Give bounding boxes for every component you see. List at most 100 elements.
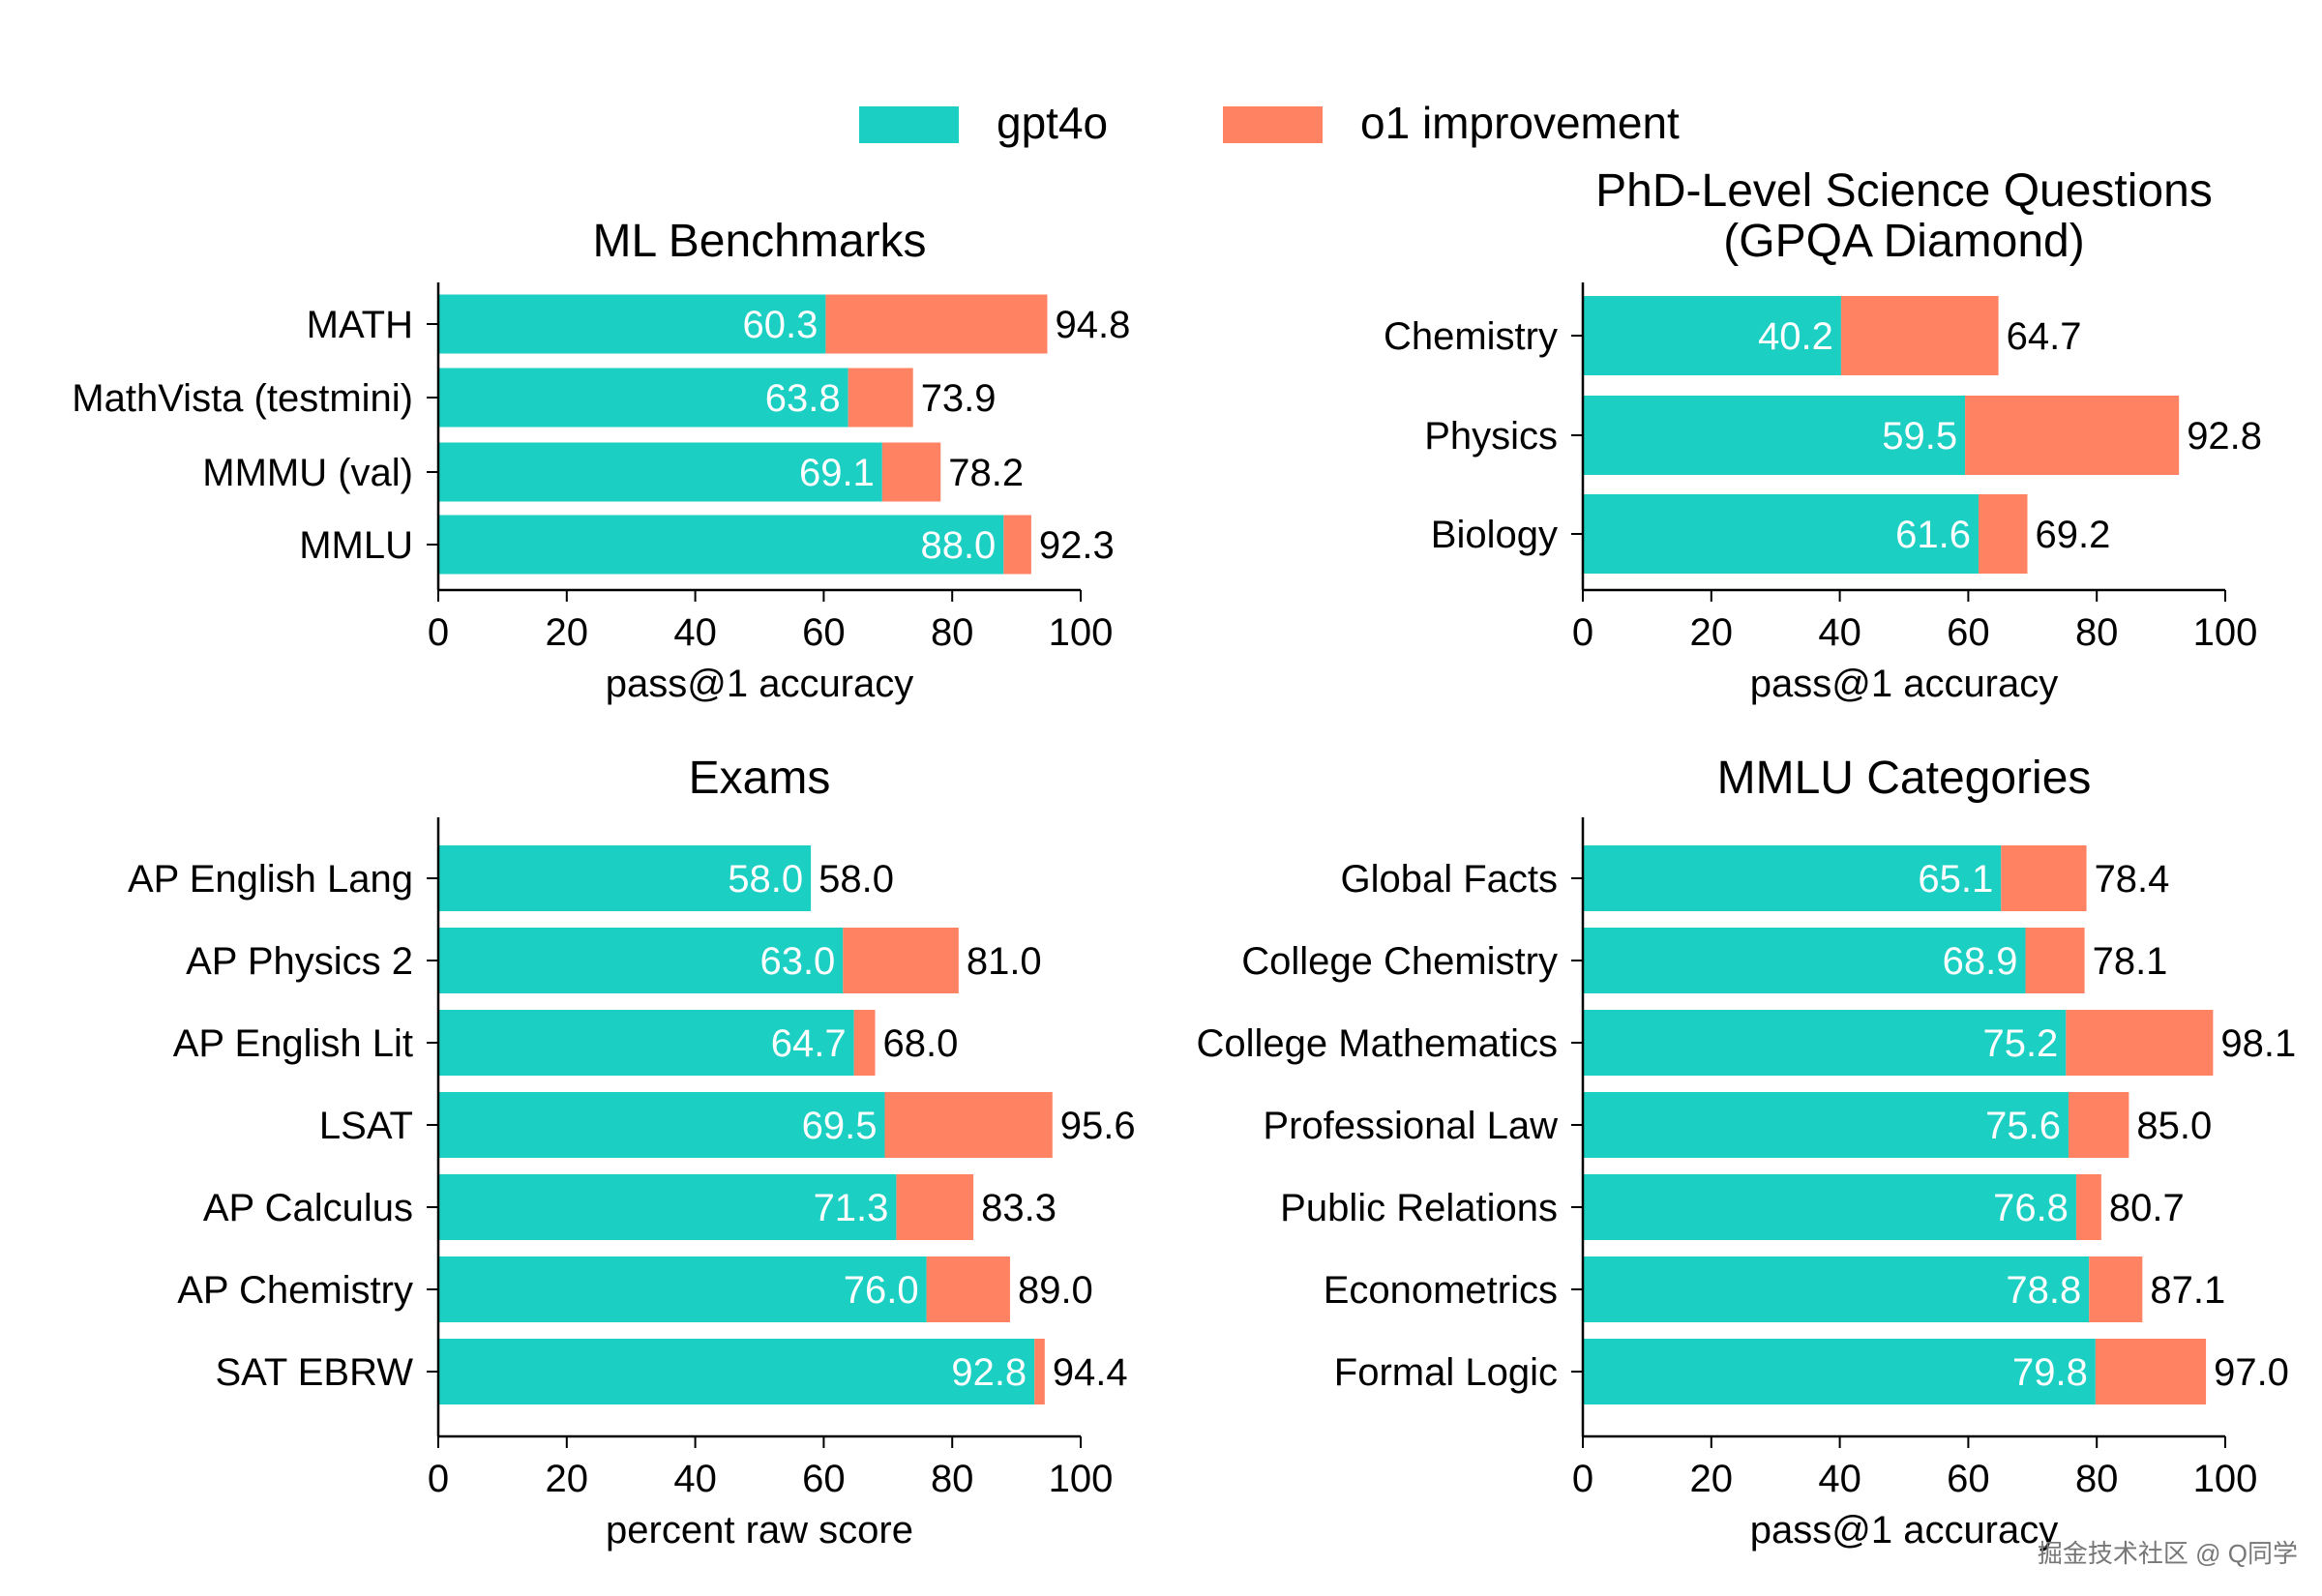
bar-value-label: 40.2 [1758,315,1833,358]
bar-gpt4o [1583,396,1966,475]
y-tick-label: SAT EBRW [216,1351,414,1394]
bar-total-label: 87.1 [2150,1269,2225,1312]
bar-value-label: 58.0 [728,858,803,901]
x-tick-label: 20 [1690,611,1734,654]
y-tick-label: AP English Lit [173,1022,413,1065]
x-tick-label: 0 [1572,611,1593,654]
bar-gpt4o [1583,928,2026,993]
y-tick-label: College Chemistry [1241,940,1558,983]
bar-value-label: 79.8 [2012,1351,2088,1394]
bar-value-label: 71.3 [814,1187,889,1229]
bar-value-label: 76.8 [1993,1187,2069,1229]
x-tick-label: 0 [1572,1458,1593,1500]
x-tick-label: 20 [546,1458,589,1500]
bar-value-label: 63.0 [759,940,835,983]
bar-value-label: 78.8 [2006,1269,2081,1312]
bar-o1-improvement [1003,515,1031,575]
bar-value-label: 69.1 [799,452,875,494]
bar-gpt4o [438,928,844,993]
bar-value-label: 64.7 [771,1022,847,1065]
y-tick-label: Public Relations [1280,1187,1558,1229]
y-tick-label: Formal Logic [1334,1351,1558,1394]
bar-gpt4o [1583,296,1841,375]
bar-total-label: 94.4 [1053,1351,1128,1394]
x-axis-label: pass@1 accuracy [1750,1509,2059,1552]
x-axis-label: pass@1 accuracy [606,663,914,705]
y-tick-label: MATH [307,304,413,346]
x-axis-label: percent raw score [606,1509,913,1552]
chart-panel-3: MMLU Categories 65.1 78.4 Global Facts 68.9 7… [1197,753,2297,1552]
bar-o1-improvement [848,368,913,428]
bar-gpt4o [438,1339,1035,1404]
bar-total-label: 94.8 [1055,304,1130,346]
bar-total-label: 81.0 [967,940,1042,983]
bar-o1-improvement [2089,1256,2143,1322]
legend-label-1: o1 improvement [1360,98,1680,148]
bar-o1-improvement [1979,494,2028,574]
bar-gpt4o [1583,1256,2090,1322]
bar-value-label: 61.6 [1895,514,1971,556]
chart-subtitle: (GPQA Diamond) [1723,216,2084,267]
bar-o1-improvement [896,1174,974,1240]
bar-o1-improvement [1965,396,2180,475]
bar-gpt4o [438,845,812,911]
x-tick-label: 40 [673,611,717,654]
bar-gpt4o [438,1174,897,1240]
x-tick-label: 60 [802,611,846,654]
bar-total-label: 78.2 [948,452,1024,494]
y-tick-label: AP Calculus [203,1187,413,1229]
bar-o1-improvement [825,294,1048,354]
bar-value-label: 75.2 [1982,1022,2058,1065]
y-tick-label: Chemistry [1384,315,1558,358]
bar-total-label: 97.0 [2214,1351,2289,1394]
bar-total-label: 98.1 [2220,1022,2296,1065]
bar-gpt4o [438,294,826,354]
y-tick-label: MMLU [299,524,413,567]
x-tick-label: 80 [2075,611,2119,654]
x-axis-label: pass@1 accuracy [1750,663,2059,705]
bar-total-label: 80.7 [2109,1187,2185,1229]
x-tick-label: 100 [1049,1458,1114,1500]
x-tick-label: 40 [1818,611,1861,654]
bar-total-label: 78.1 [2093,940,2168,983]
x-tick-label: 60 [1947,1458,1990,1500]
bar-gpt4o [1583,1339,2096,1404]
y-tick-label: AP Chemistry [177,1269,413,1312]
y-tick-label: AP English Lang [128,858,413,901]
x-tick-label: 40 [673,1458,717,1500]
chart-panel-1: PhD-Level Science Questions(GPQA Diamond… [1384,165,2262,705]
y-tick-label: Global Facts [1340,858,1558,901]
legend-label-0: gpt4o [997,98,1108,148]
bar-gpt4o [438,1092,885,1158]
chart-panel-2: Exams 58.0 58.0 AP English Lang 63.0 81.0 AP P… [128,753,1136,1552]
bar-gpt4o [438,442,882,502]
bar-total-label: 85.0 [2136,1105,2212,1147]
chart-panel-0: ML Benchmarks 60.3 94.8 MATH 63.8 73.9 MathVis… [72,216,1130,705]
bar-total-label: 69.2 [2035,514,2110,556]
bar-gpt4o [1583,1010,2067,1076]
chart-title: MMLU Categories [1717,753,2092,804]
chart-title: PhD-Level Science Questions [1595,165,2213,217]
charts: ML Benchmarks 60.3 94.8 MATH 63.8 73.9 MathVis… [72,165,2296,1552]
x-tick-label: 60 [802,1458,846,1500]
x-tick-label: 40 [1818,1458,1861,1500]
y-tick-label: LSAT [319,1105,413,1147]
bar-value-label: 88.0 [920,524,996,567]
legend-swatch-1 [1223,106,1323,143]
chart-title: ML Benchmarks [593,216,927,267]
bar-gpt4o [438,368,848,428]
x-tick-label: 60 [1947,611,1990,654]
bar-gpt4o [438,515,1004,575]
y-tick-label: Professional Law [1263,1105,1558,1147]
bar-value-label: 63.8 [765,377,841,420]
bar-value-label: 76.0 [844,1269,919,1312]
bar-o1-improvement [926,1256,1010,1322]
bar-total-label: 58.0 [819,858,894,901]
legend-swatch-0 [859,106,959,143]
bar-o1-improvement [1840,296,1999,375]
bar-o1-improvement [881,442,941,502]
x-tick-label: 0 [428,1458,449,1500]
bar-total-label: 92.8 [2187,415,2262,458]
bar-total-label: 92.3 [1039,524,1115,567]
